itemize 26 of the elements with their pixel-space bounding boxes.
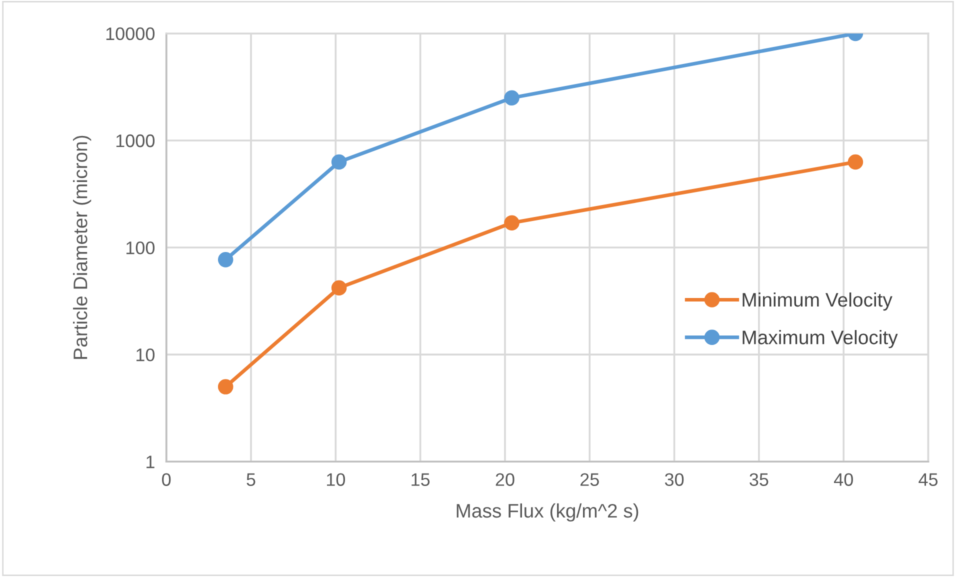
y-tick-label: 10 <box>136 348 155 362</box>
y-tick-label: 1 <box>146 456 154 468</box>
x-tick-label: 40 <box>834 473 853 486</box>
x-tick-label: 45 <box>918 473 938 486</box>
legend-label: Minimum Velocity <box>742 292 892 311</box>
x-tick-label: 5 <box>246 473 256 486</box>
x-tick-label: 20 <box>496 473 514 486</box>
point <box>331 154 347 170</box>
x-tick-label: 30 <box>664 473 684 486</box>
point <box>331 280 347 296</box>
point <box>504 90 520 106</box>
point <box>848 154 864 170</box>
y-axis-title: Particle Diameter (micron) <box>73 136 92 359</box>
y-tick-label: 1000 <box>116 134 155 148</box>
x-tick-label: 35 <box>750 473 768 486</box>
legend-label: Maximum Velocity <box>742 330 898 348</box>
x-tick-label: 15 <box>412 473 430 486</box>
x-tick-label: 25 <box>580 473 599 486</box>
y-tick-label: 100 <box>126 241 155 254</box>
x-axis-title: Mass Flux (kg/m^2 s) <box>456 503 638 522</box>
point <box>504 215 520 231</box>
x-tick-label: 0 <box>162 473 171 486</box>
point <box>218 252 234 268</box>
point <box>218 379 234 394</box>
y-tick-label: 10000 <box>106 27 155 40</box>
x-tick-label: 10 <box>327 473 345 486</box>
